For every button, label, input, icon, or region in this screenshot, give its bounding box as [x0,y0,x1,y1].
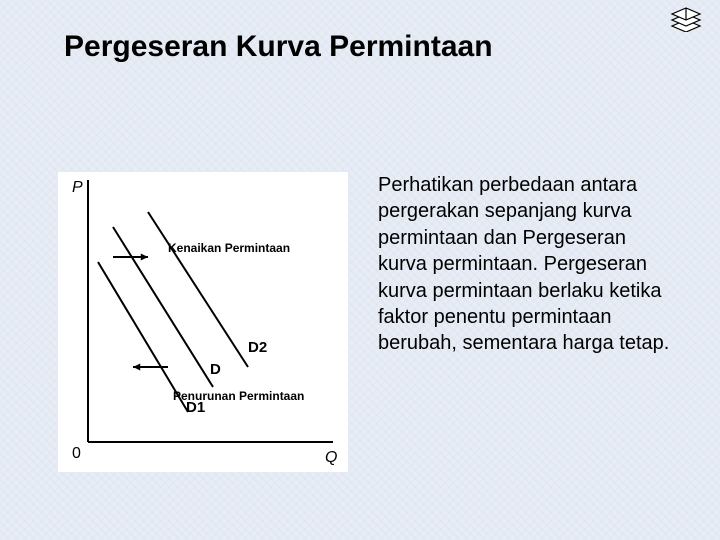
svg-text:P: P [72,179,83,196]
svg-text:D2: D2 [248,339,267,356]
demand-shift-chart: PQ0DD1D2Kenaikan PermintaanPenurunan Per… [58,172,348,472]
annotation-kenaikan: Kenaikan Permintaan [168,241,290,255]
description-text: Perhatikan perbedaan antara pergerakan s… [378,172,678,357]
stack-icon [666,6,706,37]
page-title: Pergeseran Kurva Permintaan [64,30,493,64]
svg-text:Q: Q [325,449,337,466]
svg-text:D: D [210,361,221,378]
svg-text:0: 0 [72,445,81,462]
annotation-penurunan: Penurunan Permintaan [173,389,304,403]
